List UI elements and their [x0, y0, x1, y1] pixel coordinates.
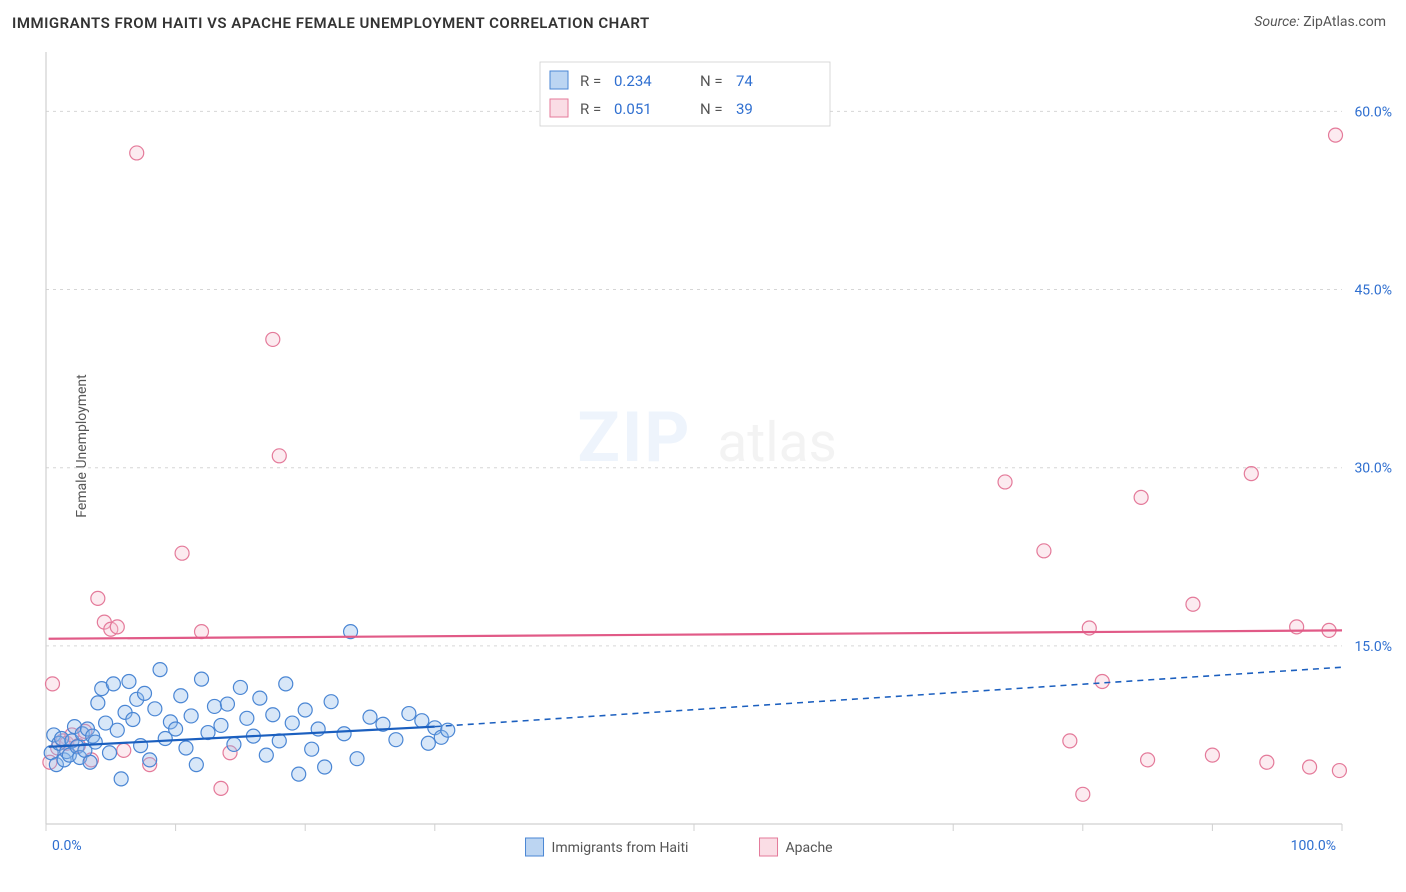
y-tick-label: 45.0% [1354, 283, 1392, 299]
data-point-haiti [88, 735, 102, 749]
data-point-apache [1141, 753, 1155, 767]
stats-r-label: R = [580, 72, 601, 90]
scatter-chart: ZIP atlas 15.0% 30.0% 45.0% 60.0% 0.0% 100.0% R … [0, 0, 1406, 892]
data-point-haiti [318, 760, 332, 774]
data-point-apache [117, 743, 131, 757]
data-point-apache [1303, 760, 1317, 774]
data-point-haiti [259, 748, 273, 762]
data-point-haiti [143, 753, 157, 767]
data-point-haiti [148, 702, 162, 716]
data-point-haiti [126, 712, 140, 726]
data-point-haiti [292, 767, 306, 781]
data-point-apache [998, 475, 1012, 489]
data-point-haiti [266, 708, 280, 722]
data-point-haiti [137, 686, 151, 700]
data-point-haiti [91, 696, 105, 710]
data-point-haiti [153, 663, 167, 677]
data-point-haiti [363, 710, 377, 724]
data-point-apache [1134, 490, 1148, 504]
data-point-haiti [389, 733, 403, 747]
data-point-apache [1244, 467, 1258, 481]
data-point-apache [91, 591, 105, 605]
data-point-haiti [350, 752, 364, 766]
y-tick-label: 60.0% [1354, 104, 1392, 120]
legend-label-haiti: Immigrants from Haiti [552, 840, 689, 856]
data-point-haiti [214, 718, 228, 732]
data-point-haiti [337, 727, 351, 741]
data-point-apache [266, 332, 280, 346]
data-point-haiti [279, 677, 293, 691]
data-point-haiti [233, 680, 247, 694]
data-point-apache [130, 146, 144, 160]
data-point-haiti [207, 699, 221, 713]
data-point-haiti [253, 691, 267, 705]
stats-r-value: 0.051 [614, 100, 652, 118]
data-point-haiti [106, 677, 120, 691]
data-point-apache [1186, 597, 1200, 611]
watermark: atlas [717, 411, 837, 475]
data-point-haiti [402, 707, 416, 721]
data-point-haiti [415, 714, 429, 728]
data-point-haiti [240, 711, 254, 725]
stats-n-value: 39 [736, 100, 753, 118]
trendline-apache [49, 630, 1342, 638]
data-point-apache [1037, 544, 1051, 558]
data-point-haiti [122, 674, 136, 688]
data-point-haiti [189, 758, 203, 772]
stats-n-label: N = [700, 100, 723, 118]
data-point-haiti [285, 716, 299, 730]
legend-swatch-haiti [526, 838, 544, 856]
data-point-apache [1095, 674, 1109, 688]
data-point-apache [214, 781, 228, 795]
legend-swatch-apache [760, 838, 778, 856]
data-point-haiti [110, 723, 124, 737]
data-point-haiti [220, 697, 234, 711]
y-tick-label: 30.0% [1354, 461, 1392, 477]
data-point-apache [175, 546, 189, 560]
data-point-haiti [195, 672, 209, 686]
data-point-apache [45, 677, 59, 691]
data-point-haiti [114, 772, 128, 786]
data-point-haiti [184, 709, 198, 723]
x-tick-label: 100.0% [1291, 838, 1336, 854]
data-point-apache [1063, 734, 1077, 748]
data-point-apache [1076, 787, 1090, 801]
data-point-haiti [298, 703, 312, 717]
stats-swatch-apache [550, 99, 568, 117]
data-point-haiti [174, 689, 188, 703]
data-point-apache [1205, 748, 1219, 762]
data-point-haiti [169, 722, 183, 736]
data-point-apache [195, 625, 209, 639]
y-tick-label: 15.0% [1354, 639, 1392, 655]
watermark: ZIP [577, 397, 691, 479]
data-point-apache [1260, 755, 1274, 769]
data-point-apache [1329, 128, 1343, 142]
data-point-haiti [179, 741, 193, 755]
x-tick-label: 0.0% [52, 838, 82, 854]
stats-r-label: R = [580, 100, 601, 118]
stats-swatch-haiti [550, 71, 568, 89]
stats-n-value: 74 [736, 72, 753, 90]
data-point-haiti [324, 695, 338, 709]
stats-r-value: 0.234 [614, 72, 652, 90]
data-point-haiti [305, 742, 319, 756]
legend-label-apache: Apache [786, 840, 833, 856]
data-point-haiti [421, 736, 435, 750]
data-point-apache [1332, 764, 1346, 778]
data-point-haiti [227, 737, 241, 751]
trendline-dash-haiti [435, 667, 1342, 726]
data-point-apache [272, 449, 286, 463]
stats-n-label: N = [700, 72, 723, 90]
data-point-apache [110, 620, 124, 634]
data-point-haiti [83, 755, 97, 769]
data-point-haiti [103, 746, 117, 760]
